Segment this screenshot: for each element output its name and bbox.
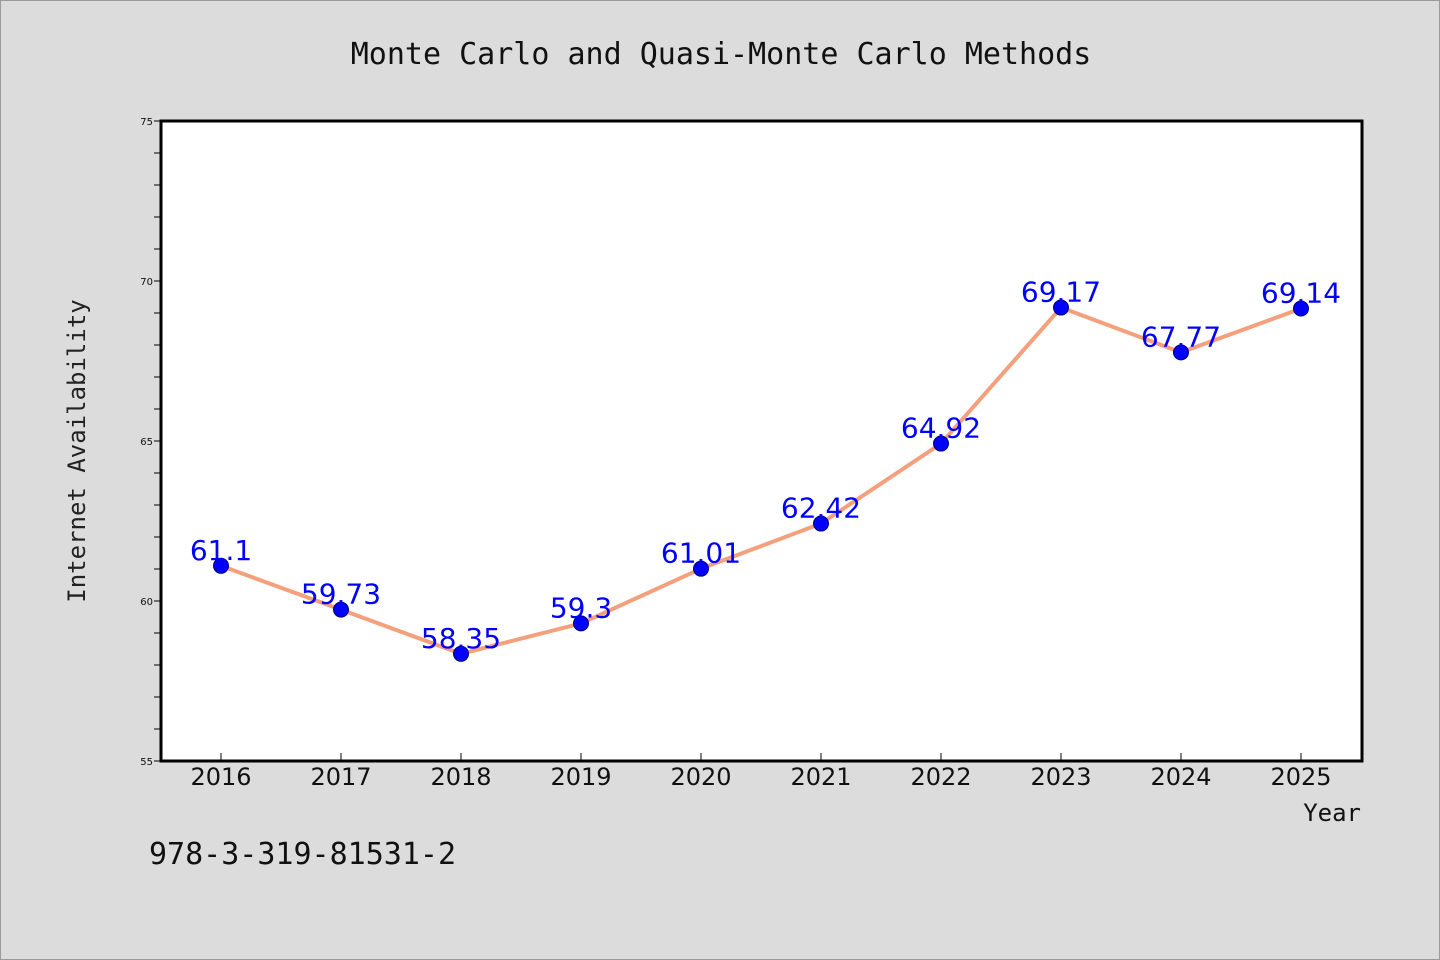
y-tick-label: 60: [140, 597, 153, 608]
data-label: 61.01: [661, 537, 741, 570]
y-axis-label: Internet Availability: [63, 299, 91, 602]
data-label: 58.35: [421, 622, 501, 655]
data-point: [333, 601, 349, 618]
x-tick-label: 2024: [1150, 763, 1211, 791]
x-tick-label: 2022: [910, 763, 971, 791]
data-point: [933, 435, 949, 452]
x-tick-label: 2025: [1270, 763, 1331, 791]
y-tick-label: 75: [140, 117, 153, 128]
data-point: [1293, 300, 1309, 317]
data-label: 69.14: [1261, 277, 1341, 310]
x-tick-label: 2020: [670, 763, 731, 791]
data-point: [1053, 299, 1069, 316]
data-point: [813, 515, 829, 532]
x-tick-label: 2016: [190, 763, 251, 791]
data-label: 62.42: [781, 492, 861, 525]
isbn-footer: 978-3-319-81531-2: [149, 837, 456, 872]
data-label: 59.73: [301, 578, 381, 611]
plot-area: [161, 121, 1362, 761]
y-tick-label: 55: [140, 757, 153, 768]
data-point: [573, 615, 589, 632]
y-tick-label: 70: [140, 277, 153, 288]
series-line: [219, 305, 1303, 656]
data-label: 69.17: [1021, 276, 1101, 309]
x-tick-label: 2018: [430, 763, 491, 791]
x-tick-label: 2019: [550, 763, 611, 791]
data-label: 59.3: [550, 591, 612, 624]
data-label: 64.92: [901, 412, 981, 445]
y-axis: 55 60 65 70 75: [140, 117, 161, 768]
y-tick-label: 65: [140, 437, 153, 448]
x-axis-label: Year: [1303, 799, 1361, 827]
series-layer: 61.1 59.73 58.35 59.3 61.01 62.42 64.92 69.17 67…: [190, 276, 1341, 662]
x-tick-label: 2021: [790, 763, 851, 791]
x-tick-label: 2023: [1030, 763, 1091, 791]
chart-title: Monte Carlo and Quasi-Monte Carlo Method…: [351, 37, 1092, 72]
data-point: [453, 645, 469, 662]
x-axis: 2016 2017 2018 2019 2020 2021 2022 2023 2024 2025: [190, 753, 1332, 791]
data-point: [693, 560, 709, 577]
data-point: [213, 557, 229, 574]
data-label: 61.1: [190, 534, 252, 567]
x-tick-label: 2017: [310, 763, 371, 791]
plot-frame: [159, 119, 1364, 763]
data-point: [1173, 344, 1189, 361]
data-label: 67.77: [1141, 320, 1221, 353]
